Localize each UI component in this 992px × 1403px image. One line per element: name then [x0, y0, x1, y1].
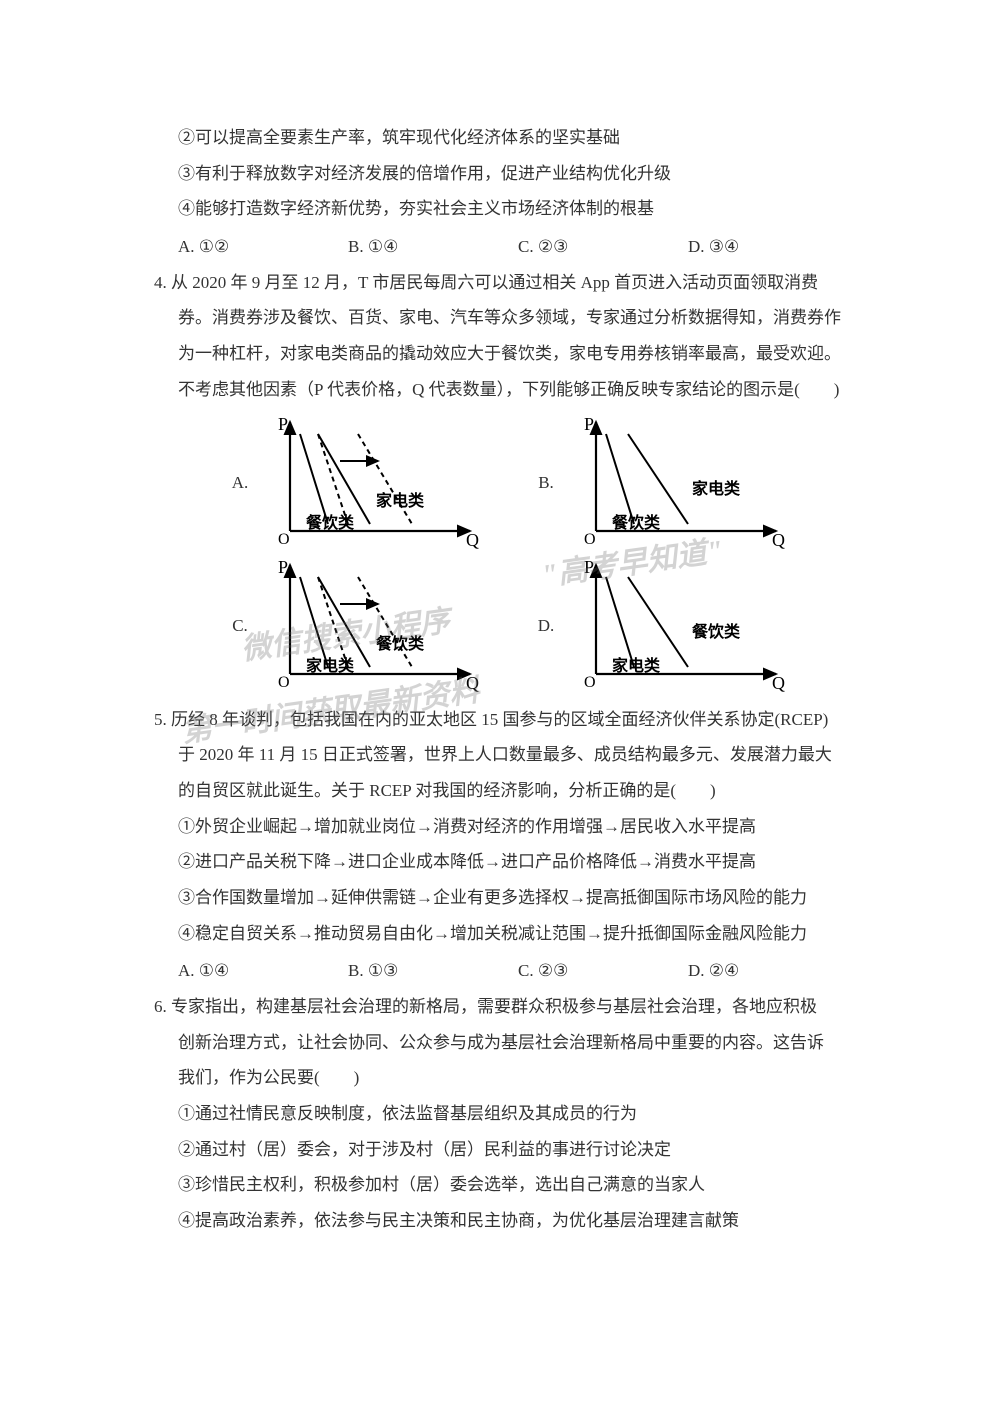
q5-s4: ④稳定自贸关系→推动贸易自由化→增加关税减让范围→提升抵御国际金融风险能力: [130, 916, 862, 952]
q5-s2: ②进口产品关税下降→进口企业成本降低→进口产品价格降低→消费水平提高: [130, 844, 862, 880]
exam-page: ②可以提高全要素生产率，筑牢现代化经济体系的坚实基础 ③有利于释放数字对经济发展…: [0, 0, 992, 1339]
label-canyin: 餐饮类: [611, 513, 661, 532]
opt-a: A. ①②: [178, 229, 348, 265]
chart-c: P O Q 餐饮类 家电类: [270, 559, 516, 694]
q6-s1: ①通过社情民意反映制度，依法监督基层组织及其成员的行为: [130, 1096, 862, 1132]
chart-c-svg: P O Q 餐饮类 家电类: [270, 559, 490, 694]
q6-line3: 我们，作为公民要( ): [130, 1060, 862, 1096]
chart-d: P O Q 餐饮类 家电类: [576, 559, 822, 694]
q5-line1: 历经 8 年谈判，包括我国在内的亚太地区 15 国参与的区域全面经济伙伴关系协定…: [171, 710, 828, 729]
axis-p: P: [584, 416, 594, 434]
q6-stem: 6. 专家指出，构建基层社会治理的新格局，需要群众积极参与基层社会治理，各地应积…: [130, 989, 862, 1025]
opt-c: C. ②③: [518, 953, 688, 989]
chart-b: P O Q 家电类 餐饮类: [576, 416, 822, 551]
q6-number: 6.: [154, 997, 167, 1016]
chart-d-svg: P O Q 餐饮类 家电类: [576, 559, 796, 694]
q6-s3: ③珍惜民主权利，积极参加村（居）委会选举，选出自己满意的当家人: [130, 1167, 862, 1203]
axis-o: O: [584, 674, 596, 691]
chart-b-label: B.: [516, 416, 576, 551]
opt-b: B. ①③: [348, 953, 518, 989]
q4-line2: 券。消费券涉及餐饮、百货、家电、汽车等众多领域，专家通过分析数据得知，消费券作: [130, 300, 862, 336]
q6-s4: ④提高政治素养，依法参与民主决策和民主协商，为优化基层治理建言献策: [130, 1203, 862, 1239]
axis-p: P: [278, 559, 288, 577]
q5-stem: 5. 历经 8 年谈判，包括我国在内的亚太地区 15 国参与的区域全面经济伙伴关…: [130, 702, 862, 738]
statement-3: ③有利于释放数字对经济发展的倍增作用，促进产业结构优化升级: [130, 156, 862, 192]
q4-line1: 从 2020 年 9 月至 12 月，T 市居民每周六可以通过相关 App 首页…: [171, 273, 818, 292]
opt-c: C. ②③: [518, 229, 688, 265]
q4-line4: 不考虑其他因素（P 代表价格，Q 代表数量），下列能够正确反映专家结论的图示是(…: [130, 372, 862, 408]
chart-d-label: D.: [516, 559, 576, 694]
label-canyin: 餐饮类: [305, 513, 355, 532]
axis-o: O: [278, 674, 290, 691]
q3-options: A. ①② B. ①④ C. ②③ D. ③④: [130, 229, 862, 265]
label-canyin: 餐饮类: [691, 622, 741, 641]
q5-s1: ①外贸企业崛起→增加就业岗位→消费对经济的作用增强→居民收入水平提高: [130, 809, 862, 845]
q5-number: 5.: [154, 710, 167, 729]
axis-q: Q: [772, 530, 785, 550]
q4-line3: 为一种杠杆，对家电类商品的撬动效应大于餐饮类，家电专用券核销率最高，最受欢迎。: [130, 336, 862, 372]
q4-stem: 4. 从 2020 年 9 月至 12 月，T 市居民每周六可以通过相关 App…: [130, 265, 862, 301]
axis-q: Q: [466, 530, 479, 550]
q6-line2: 创新治理方式，让社会协同、公众参与成为基层社会治理新格局中重要的内容。这告诉: [130, 1025, 862, 1061]
opt-a: A. ①④: [178, 953, 348, 989]
chart-a-label: A.: [210, 416, 270, 551]
axis-o: O: [278, 531, 290, 548]
q5-s3: ③合作国数量增加→延伸供需链→企业有更多选择权→提高抵御国际市场风险的能力: [130, 880, 862, 916]
statement-4: ④能够打造数字经济新优势，夯实社会主义市场经济体制的根基: [130, 191, 862, 227]
label-jiadian: 家电类: [306, 656, 355, 675]
chart-a: P O Q 家电类 餐饮类: [270, 416, 516, 551]
opt-d: D. ②④: [688, 953, 858, 989]
axis-p: P: [584, 559, 594, 577]
q4-charts: A. P O Q 家电类 餐饮类 B.: [130, 408, 862, 702]
chart-a-svg: P O Q 家电类 餐饮类: [270, 416, 490, 551]
q5-options: A. ①④ B. ①③ C. ②③ D. ②④: [130, 953, 862, 989]
q6-s2: ②通过村（居）委会，对于涉及村（居）民利益的事进行讨论决定: [130, 1132, 862, 1168]
chart-b-svg: P O Q 家电类 餐饮类: [576, 416, 796, 551]
axis-q: Q: [466, 673, 479, 693]
label-jiadian: 家电类: [612, 656, 661, 675]
q4-number: 4.: [154, 273, 167, 292]
opt-d: D. ③④: [688, 229, 858, 265]
axis-q: Q: [772, 673, 785, 693]
label-jiadian: 家电类: [376, 491, 425, 510]
axis-p: P: [278, 416, 288, 434]
q6-line1: 专家指出，构建基层社会治理的新格局，需要群众积极参与基层社会治理，各地应积极: [171, 997, 817, 1016]
label-jiadian: 家电类: [692, 479, 741, 498]
label-canyin: 餐饮类: [375, 634, 425, 653]
axis-o: O: [584, 531, 596, 548]
q5-line3: 的自贸区就此诞生。关于 RCEP 对我国的经济影响，分析正确的是( ): [130, 773, 862, 809]
q5-line2: 于 2020 年 11 月 15 日正式签署，世界上人口数量最多、成员结构最多元…: [130, 737, 862, 773]
chart-c-label: C.: [210, 559, 270, 694]
opt-b: B. ①④: [348, 229, 518, 265]
statement-2: ②可以提高全要素生产率，筑牢现代化经济体系的坚实基础: [130, 120, 862, 156]
